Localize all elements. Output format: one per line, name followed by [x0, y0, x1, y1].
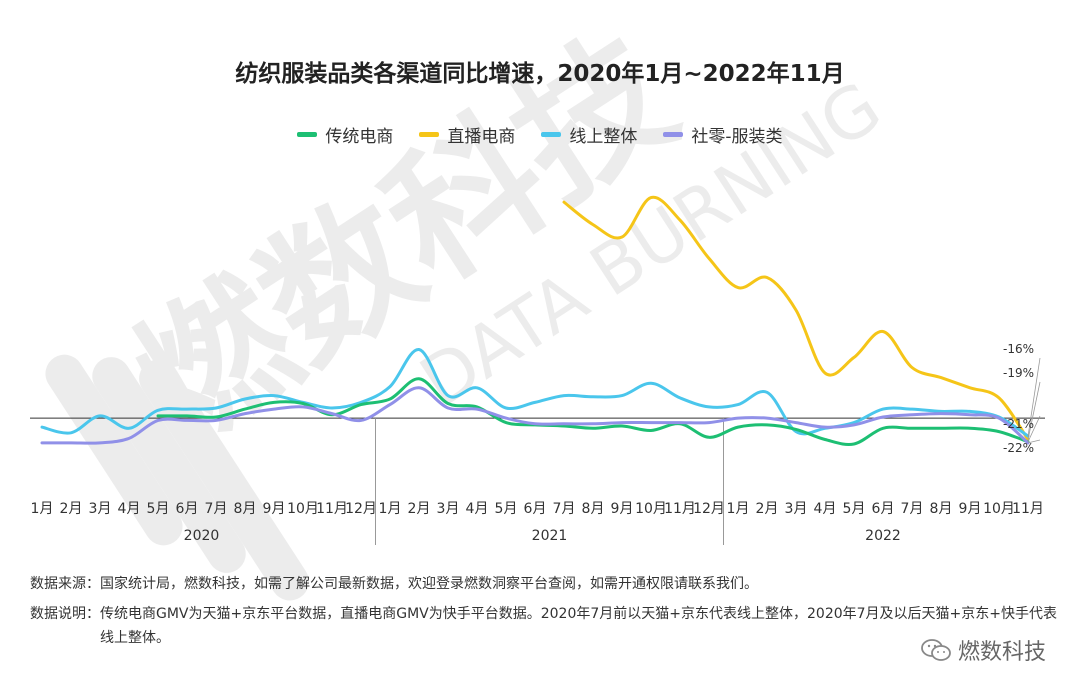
brand-mark: 燃数科技	[920, 634, 1046, 666]
end-label-leader-0	[1027, 357, 1041, 437]
x-tick-label-13: 2月	[408, 501, 431, 517]
end-label-leader-2	[1027, 415, 1041, 442]
x-tick-label-11: 12月	[345, 501, 377, 517]
source-note: 数据来源： 国家统计局，燃数科技，如需了解公司最新数据，欢迎登录燃数洞察平台查阅…	[30, 572, 1060, 596]
x-tick-label-5: 6月	[176, 501, 199, 517]
x-tick-label-0: 1月	[31, 501, 54, 517]
end-label-2: -21%	[1003, 417, 1034, 431]
legend-label-2: 线上整体	[569, 127, 638, 147]
x-tick-label-27: 4月	[814, 501, 837, 517]
legend-swatch-3	[663, 132, 684, 137]
legend-item-3: 社零-服装类	[663, 122, 783, 147]
x-tick-label-18: 7月	[553, 501, 576, 517]
end-label-3: -22%	[1003, 441, 1034, 455]
x-tick-label-6: 7月	[205, 501, 228, 517]
legend-item-0: 传统电商	[297, 122, 393, 147]
x-tick-label-30: 7月	[901, 501, 924, 517]
footnotes: 数据来源： 国家统计局，燃数科技，如需了解公司最新数据，欢迎登录燃数洞察平台查阅…	[30, 572, 1060, 650]
end-label-0: -16%	[1003, 342, 1034, 356]
legend-item-2: 线上整体	[541, 122, 637, 147]
series-line-0	[156, 377, 1030, 446]
x-tick-label-15: 4月	[466, 501, 489, 517]
series-line-2	[40, 348, 1030, 438]
source-text: 国家统计局，燃数科技，如需了解公司最新数据，欢迎登录燃数洞察平台查阅，如需开通权…	[100, 576, 758, 592]
x-tick-label-20: 9月	[611, 501, 634, 517]
series-line-3	[40, 386, 1030, 445]
legend-swatch-1	[419, 132, 440, 137]
x-tick-label-22: 11月	[664, 501, 696, 517]
x-tick-label-33: 10月	[983, 501, 1015, 517]
x-tick-label-19: 8月	[582, 501, 605, 517]
x-tick-label-14: 3月	[437, 501, 460, 517]
x-tick-label-31: 8月	[930, 501, 953, 517]
x-tick-label-25: 2月	[756, 501, 779, 517]
wechat-icon	[921, 639, 951, 661]
series-line-1	[562, 195, 1030, 441]
x-tick-label-29: 6月	[872, 501, 895, 517]
x-tick-label-17: 6月	[524, 501, 547, 517]
x-tick-label-16: 5月	[495, 501, 518, 517]
x-tick-label-23: 12月	[693, 501, 725, 517]
x-tick-label-26: 3月	[785, 501, 808, 517]
x-tick-label-1: 2月	[60, 501, 83, 517]
chart-title: 纺织服装品类各渠道同比增速，2020年1月~2022年11月	[235, 61, 845, 87]
legend-label-0: 传统电商	[325, 127, 394, 147]
chart-legend: 传统电商 直播电商 线上整体 社零-服装类	[0, 122, 1080, 147]
description-note: 数据说明： 传统电商GMV为天猫+京东平台数据，直播电商GMV为快手平台数据。2…	[30, 602, 1060, 650]
x-tick-label-28: 5月	[843, 501, 866, 517]
x-tick-label-34: 11月	[1012, 501, 1044, 517]
description-text: 传统电商GMV为天猫+京东平台数据，直播电商GMV为快手平台数据。2020年7月…	[100, 606, 1058, 646]
legend-label-1: 直播电商	[447, 127, 516, 147]
legend-swatch-0	[297, 132, 318, 137]
legend-label-3: 社零-服装类	[691, 127, 783, 147]
year-label-2: 2022	[865, 528, 901, 544]
x-tick-label-24: 1月	[727, 501, 750, 517]
end-label-leader-3	[1027, 439, 1041, 444]
brand-name: 燃数科技	[957, 640, 1046, 665]
x-tick-label-32: 9月	[959, 501, 982, 517]
x-tick-label-10: 11月	[316, 501, 348, 517]
description-label: 数据说明：	[30, 606, 100, 622]
x-tick-label-21: 10月	[635, 501, 667, 517]
x-tick-label-7: 8月	[234, 501, 257, 517]
x-tick-label-9: 10月	[287, 501, 319, 517]
legend-item-1: 直播电商	[419, 122, 515, 147]
end-label-leader-1	[1027, 381, 1041, 440]
x-tick-label-4: 5月	[147, 501, 170, 517]
year-label-1: 2021	[532, 528, 568, 544]
source-label: 数据来源：	[30, 576, 100, 592]
end-label-1: -19%	[1003, 366, 1034, 380]
year-label-0: 2020	[184, 528, 220, 544]
x-tick-label-3: 4月	[118, 501, 141, 517]
x-tick-label-8: 9月	[263, 501, 286, 517]
x-tick-label-12: 1月	[379, 501, 402, 517]
x-tick-label-2: 3月	[89, 501, 112, 517]
legend-swatch-2	[541, 132, 562, 137]
